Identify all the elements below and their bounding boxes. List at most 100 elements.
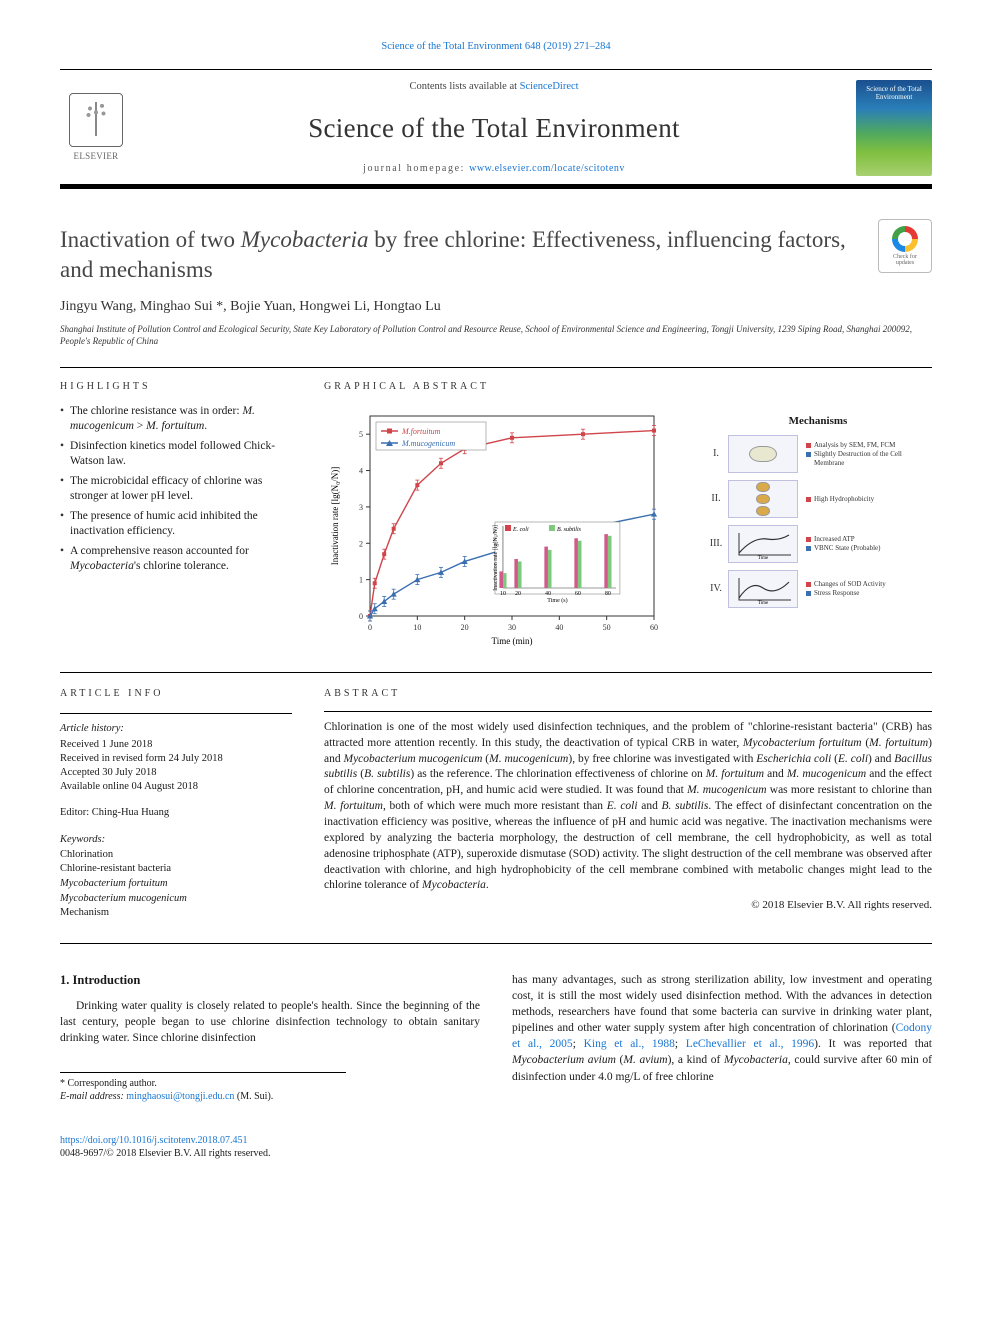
keyword: Mycobacterium fortuitum bbox=[60, 877, 292, 892]
editor-line: Editor: Ching-Hua Huang bbox=[60, 806, 292, 821]
elsevier-logo: ELSEVIER bbox=[60, 87, 132, 169]
highlights-label: HIGHLIGHTS bbox=[60, 380, 292, 394]
highlight-item: The chlorine resistance was in order: M.… bbox=[60, 404, 292, 435]
graphical-abstract-label: GRAPHICAL ABSTRACT bbox=[324, 380, 932, 394]
intro-para-right: has many advantages, such as strong ster… bbox=[512, 972, 932, 1085]
svg-text:M.mucogenicum: M.mucogenicum bbox=[401, 439, 455, 448]
abstract-text: Chlorination is one of the most widely u… bbox=[324, 720, 932, 894]
svg-text:10: 10 bbox=[413, 623, 421, 632]
svg-text:M.fortuitum: M.fortuitum bbox=[401, 427, 441, 436]
history-label: Article history: bbox=[60, 722, 292, 737]
graphical-abstract-figure: 0102030405060012345Time (min)Inactivatio… bbox=[324, 404, 932, 652]
svg-text:B. subtilis: B. subtilis bbox=[557, 527, 582, 533]
citation-link[interactable]: LeChevallier et al., 1996 bbox=[686, 1038, 814, 1050]
mech-labels: Changes of SOD ActivityStress Response bbox=[798, 580, 932, 598]
email-link[interactable]: minghaosui@tongji.edu.cn bbox=[126, 1091, 234, 1102]
contents-line: Contents lists available at ScienceDirec… bbox=[132, 80, 856, 95]
mech-pictogram: Time bbox=[728, 525, 798, 563]
journal-title: Science of the Total Environment bbox=[132, 110, 856, 148]
email-suffix: (M. Sui). bbox=[234, 1091, 273, 1102]
footer: https://doi.org/10.1016/j.scitotenv.2018… bbox=[60, 1134, 932, 1161]
history-line: Available online 04 August 2018 bbox=[60, 780, 292, 794]
masthead: ELSEVIER Contents lists available at Sci… bbox=[60, 69, 932, 189]
homepage-link[interactable]: www.elsevier.com/locate/scitotenv bbox=[469, 163, 625, 174]
divider bbox=[60, 713, 292, 714]
running-head-link[interactable]: Science of the Total Environment 648 (20… bbox=[381, 41, 610, 52]
svg-text:2: 2 bbox=[359, 539, 363, 548]
article-info-label: ARTICLE INFO bbox=[60, 687, 292, 701]
svg-text:Inactivation rate [lg(N₀/N)]: Inactivation rate [lg(N₀/N)] bbox=[330, 467, 340, 566]
section-heading: 1. Introduction bbox=[60, 972, 480, 990]
mech-label: Increased ATP bbox=[806, 535, 932, 544]
elsevier-text: ELSEVIER bbox=[74, 150, 119, 163]
title-italic: Mycobacteria bbox=[241, 227, 369, 252]
svg-text:30: 30 bbox=[508, 623, 516, 632]
svg-text:40: 40 bbox=[555, 623, 563, 632]
homepage-line: journal homepage: www.elsevier.com/locat… bbox=[132, 162, 856, 176]
history-lines: Received 1 June 2018Received in revised … bbox=[60, 738, 292, 795]
svg-text:Inactivation rate [lg(N₀/N)]: Inactivation rate [lg(N₀/N)] bbox=[492, 525, 499, 591]
mech-labels: High Hydrophobicity bbox=[798, 495, 932, 504]
mech-label: Stress Response bbox=[806, 589, 932, 598]
svg-text:60: 60 bbox=[650, 623, 658, 632]
crossmark-badge[interactable]: Check for updates bbox=[878, 219, 932, 273]
divider bbox=[60, 943, 932, 944]
mech-roman: I. bbox=[704, 447, 728, 461]
mech-label: VBNC State (Probable) bbox=[806, 544, 932, 553]
history-line: Received 1 June 2018 bbox=[60, 738, 292, 752]
history-line: Received in revised form 24 July 2018 bbox=[60, 752, 292, 766]
mech-row: I.Analysis by SEM, FM, FCMSlightly Destr… bbox=[704, 433, 932, 475]
doi-link[interactable]: https://doi.org/10.1016/j.scitotenv.2018… bbox=[60, 1135, 248, 1146]
highlight-item: The microbicidal efficacy of chlorine wa… bbox=[60, 474, 292, 505]
affiliation: Shanghai Institute of Pollution Control … bbox=[60, 323, 932, 347]
mech-pictogram bbox=[728, 435, 798, 473]
svg-text:Time (min): Time (min) bbox=[492, 636, 533, 646]
title-pre: Inactivation of two bbox=[60, 227, 241, 252]
corresponding-block: * Corresponding author. E-mail address: … bbox=[60, 1072, 346, 1104]
graphical-abstract-block: GRAPHICAL ABSTRACT 0102030405060012345Ti… bbox=[324, 380, 932, 652]
body-col-left: 1. Introduction Drinking water quality i… bbox=[60, 972, 480, 1104]
crossmark-line2: updates bbox=[896, 260, 914, 266]
svg-text:Time: Time bbox=[758, 556, 769, 559]
mech-pictogram bbox=[728, 480, 798, 518]
keyword: Mycobacterium mucogenicum bbox=[60, 892, 292, 907]
svg-text:4: 4 bbox=[359, 466, 363, 475]
mech-labels: Increased ATPVBNC State (Probable) bbox=[798, 535, 932, 553]
mech-roman: II. bbox=[704, 492, 728, 506]
contents-prefix: Contents lists available at bbox=[409, 81, 519, 92]
keywords-label: Keywords: bbox=[60, 833, 292, 848]
history-line: Accepted 30 July 2018 bbox=[60, 766, 292, 780]
abstract-block: ABSTRACT Chlorination is one of the most… bbox=[324, 687, 932, 921]
mech-roman: III. bbox=[704, 537, 728, 551]
svg-text:40: 40 bbox=[545, 591, 551, 597]
running-head: Science of the Total Environment 648 (20… bbox=[60, 40, 932, 55]
email-label: E-mail address: bbox=[60, 1091, 126, 1102]
copyright-line: © 2018 Elsevier B.V. All rights reserved… bbox=[324, 898, 932, 913]
article-title: Inactivation of two Mycobacteria by free… bbox=[60, 219, 864, 285]
corresponding-author: * Corresponding author. bbox=[60, 1077, 346, 1091]
article-info-block: ARTICLE INFO Article history: Received 1… bbox=[60, 687, 292, 921]
keyword: Chlorine-resistant bacteria bbox=[60, 862, 292, 877]
citation-link[interactable]: King et al., 1988 bbox=[584, 1038, 675, 1050]
sciencedirect-link[interactable]: ScienceDirect bbox=[520, 81, 579, 92]
divider bbox=[324, 711, 932, 712]
elsevier-tree-icon bbox=[69, 93, 123, 147]
svg-text:Time (s): Time (s) bbox=[547, 597, 567, 604]
mech-row: II. High Hydrophobicity bbox=[704, 478, 932, 520]
footer-copyright: 0048-9697/© 2018 Elsevier B.V. All right… bbox=[60, 1148, 270, 1159]
svg-text:1: 1 bbox=[359, 575, 363, 584]
highlight-item: The presence of humic acid inhibited the… bbox=[60, 509, 292, 540]
body-col-right: has many advantages, such as strong ster… bbox=[512, 972, 932, 1104]
keyword: Mechanism bbox=[60, 906, 292, 921]
mech-row: III. Time Increased ATPVBNC State (Probabl… bbox=[704, 523, 932, 565]
keyword: Chlorination bbox=[60, 848, 292, 863]
mech-label: Analysis by SEM, FM, FCM bbox=[806, 441, 932, 450]
intro-para-left: Drinking water quality is closely relate… bbox=[60, 998, 480, 1046]
svg-text:3: 3 bbox=[359, 503, 363, 512]
mech-pictogram: Time bbox=[728, 570, 798, 608]
svg-text:20: 20 bbox=[461, 623, 469, 632]
corresponding-email-line: E-mail address: minghaosui@tongji.edu.cn… bbox=[60, 1090, 346, 1104]
highlights-block: HIGHLIGHTS The chlorine resistance was i… bbox=[60, 380, 292, 652]
mech-label: High Hydrophobicity bbox=[806, 495, 932, 504]
keywords-list: ChlorinationChlorine-resistant bacteriaM… bbox=[60, 848, 292, 921]
